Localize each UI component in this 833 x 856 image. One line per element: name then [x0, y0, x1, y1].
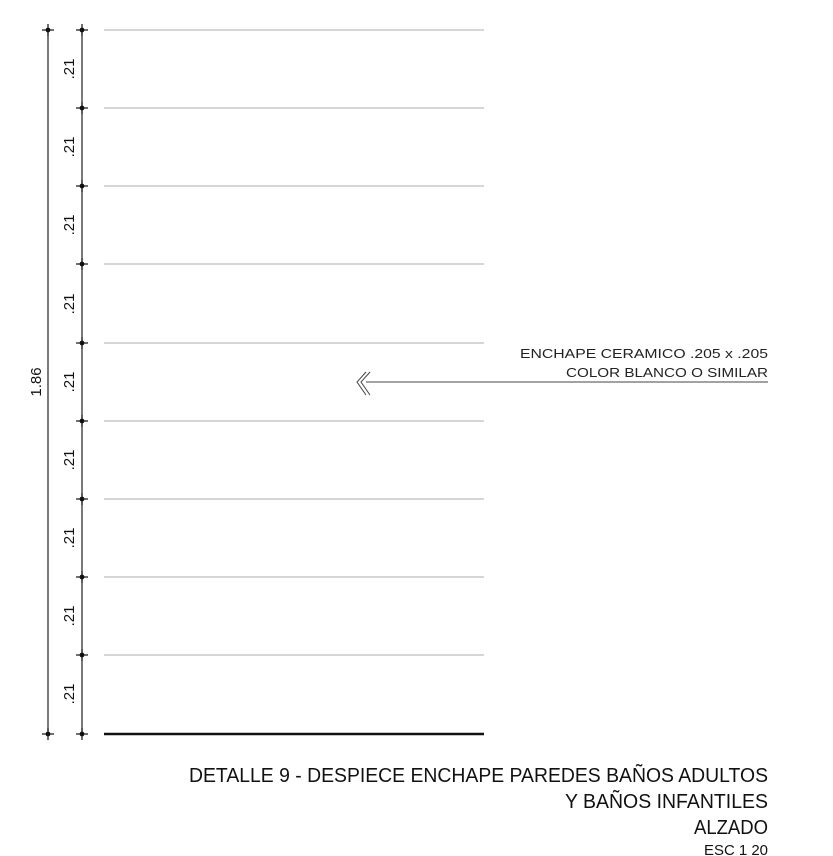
segment-dimension-label: .21 [61, 606, 78, 627]
tile-joint-lines [104, 29, 484, 656]
dimension-tick [76, 337, 88, 349]
overall-dimension: 1.86 [28, 24, 54, 740]
dimension-tick [76, 649, 88, 661]
segment-dimension-label: .21 [61, 294, 78, 315]
dimension-tick [42, 24, 54, 36]
segment-dimension-label: .21 [61, 137, 78, 158]
segment-dimension-label: .21 [61, 450, 78, 471]
segment-dimension-label: .21 [61, 59, 78, 80]
segment-dimension-label: .21 [61, 528, 78, 549]
dimension-tick [76, 102, 88, 114]
dimension-tick [76, 728, 88, 740]
overall-dimension-label: 1.86 [28, 367, 45, 396]
dimension-tick [76, 24, 88, 36]
callout-leader [356, 371, 768, 396]
segment-dimension-label: .21 [61, 684, 78, 705]
dimension-tick [76, 415, 88, 427]
segment-dimension-label: .21 [61, 215, 78, 236]
segment-dimensions: .21 .21 .21 .21 .21 .21 .21 .21 .21 [61, 24, 88, 740]
dimension-tick [76, 258, 88, 270]
callout-line-2: COLOR BLANCO O SIMILAR [566, 365, 768, 380]
dimension-tick [76, 493, 88, 505]
scale-label: ESC 1 20 [704, 842, 768, 856]
title-line-1: DETALLE 9 - DESPIECE ENCHAPE PAREDES BAÑ… [189, 763, 768, 787]
dimension-tick [76, 180, 88, 192]
segment-dimension-label: .21 [61, 372, 78, 393]
leader-arrowhead [356, 371, 367, 396]
dimension-tick [42, 728, 54, 740]
title-line-2: Y BAÑOS INFANTILES [565, 789, 768, 813]
callout-line-1: ENCHAPE CERAMICO .205 x .205 [520, 346, 768, 361]
title-line-3: ALZADO [694, 817, 768, 839]
dimension-tick [76, 571, 88, 583]
